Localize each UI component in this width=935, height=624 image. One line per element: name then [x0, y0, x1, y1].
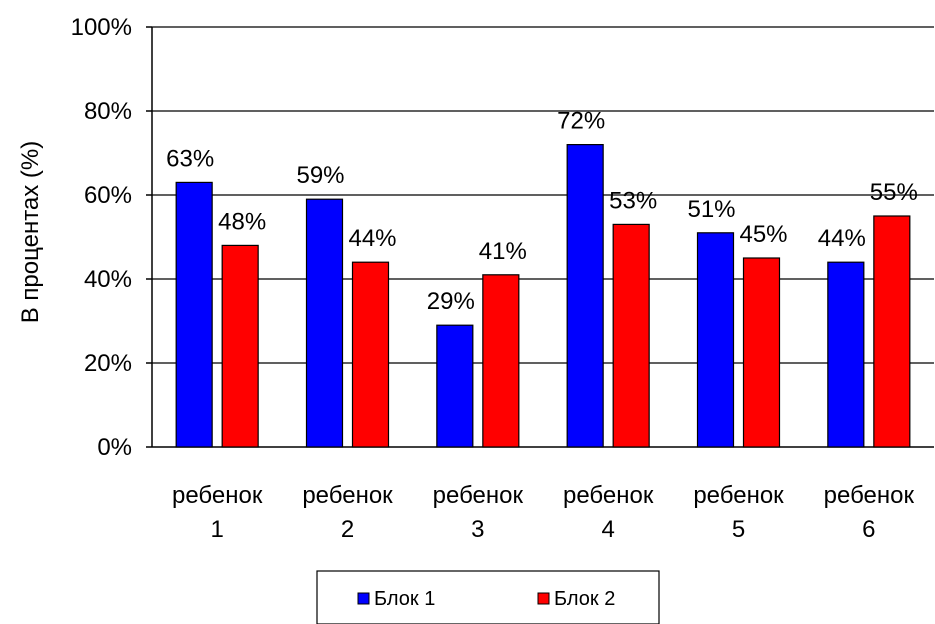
bar-series-2-cat-5: [742, 257, 781, 448]
axes: 0% 20% 40% 60% 80% 100%: [71, 14, 934, 461]
x-category-label: ребенок 6: [824, 482, 915, 543]
x-category-label: ребенок 4: [563, 482, 654, 543]
bar-series-1-cat-2: [305, 198, 344, 448]
data-label: 72%: [557, 108, 605, 135]
y-tick-label: 0%: [97, 434, 132, 461]
data-label: 53%: [609, 187, 657, 214]
y-axis-label: В процентах (%): [17, 141, 44, 324]
y-tick-label: 20%: [84, 350, 132, 377]
bar-series-1-cat-5: [696, 232, 735, 448]
y-tick-label: 80%: [84, 98, 132, 125]
x-category-label: ребенок 1: [172, 482, 263, 543]
bar-series-2-cat-4: [612, 223, 650, 448]
legend-label-series-2: Блок 2: [554, 588, 615, 610]
legend-swatch-series-2: [537, 592, 550, 605]
bar-series-1-cat-3: [436, 324, 474, 448]
gridlines: [152, 26, 934, 364]
y-tick-label: 100%: [71, 14, 132, 41]
data-label: 41%: [479, 238, 527, 265]
legend-label-series-1: Блок 1: [374, 588, 435, 610]
bar-series-2-cat-1: [221, 244, 259, 448]
legend-box: [316, 570, 660, 624]
data-label: 29%: [427, 288, 475, 315]
data-labels: 63%48%59%44%29%41%72%53% 51%45% 44%55%: [166, 108, 918, 316]
data-label: 44%: [348, 225, 396, 252]
data-label: 48%: [218, 208, 266, 235]
bar-series-1-cat-4: [566, 144, 604, 448]
x-category-label: ребенок 3: [433, 482, 524, 543]
bars: [175, 144, 911, 448]
y-tick-label: 40%: [84, 266, 132, 293]
data-label: 44%: [818, 225, 866, 252]
bar-series-1-cat-1: [175, 181, 213, 448]
data-label: 51%: [687, 196, 735, 223]
data-label: 55%: [870, 179, 918, 206]
bar-series-2-cat-2: [351, 261, 390, 448]
legend: Блок 1 Блок 2: [316, 570, 660, 624]
data-label: 59%: [296, 162, 344, 189]
data-label: 45%: [739, 221, 787, 248]
bar-series-2-cat-6: [873, 215, 911, 448]
legend-swatch-series-1: [357, 592, 370, 605]
x-category-label: ребенок 2: [302, 482, 393, 543]
category-labels: ребенок 1 ребенок 2 ребенок 3 ребенок 4 ребенок 5…: [172, 482, 915, 543]
bar-series-1-cat-6: [827, 261, 865, 448]
bar-series-2-cat-3: [482, 274, 520, 448]
data-label: 63%: [166, 145, 214, 172]
y-tick-label: 60%: [84, 182, 132, 209]
x-category-label: ребенок 5: [693, 482, 784, 543]
